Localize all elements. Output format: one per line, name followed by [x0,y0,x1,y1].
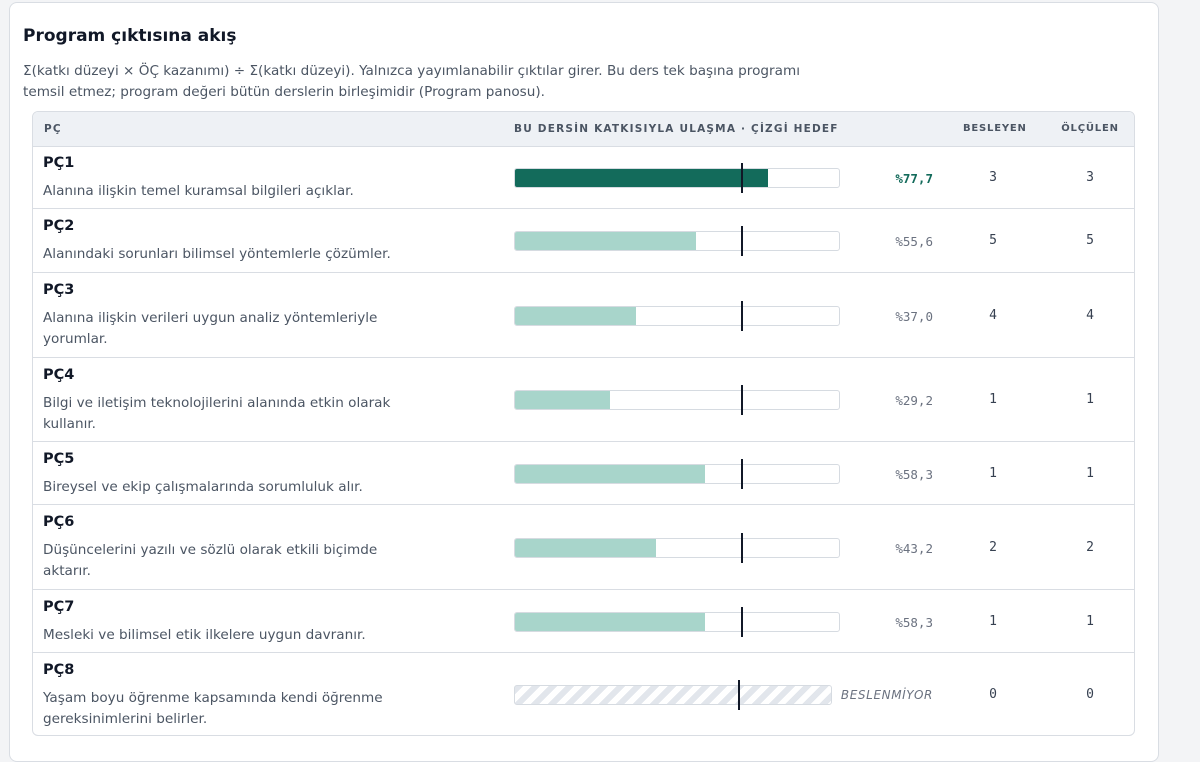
progress-fill [515,613,706,631]
measured-count: 2 [1086,540,1094,555]
pc-code: PÇ1 [43,155,75,171]
pc-description: Alanına ilişkin temel kuramsal bilgileri… [43,183,354,199]
progress-fill [515,391,611,409]
pc-code: PÇ2 [43,218,75,234]
target-line [741,301,744,331]
measured-count: 5 [1086,233,1094,248]
target-line [741,607,744,637]
target-line [741,163,744,193]
measured-count: 3 [1086,170,1094,185]
pc-description: Düşüncelerini yazılı ve sözlü olarak etk… [43,542,378,579]
feeding-count: 1 [989,614,997,629]
percent-label: %58,3 [895,467,933,482]
pc-description: Yaşam boyu öğrenme kapsamında kendi öğre… [43,690,383,727]
pc-code: PÇ8 [43,662,75,678]
percent-label: %58,3 [895,615,933,630]
percent-label: %55,6 [895,234,933,249]
measured-count: 1 [1086,466,1094,481]
measured-count: 1 [1086,392,1094,407]
unfed-label: BESLENMİYOR [840,688,933,702]
pc-description: Alanına ilişkin verileri uygun analiz yö… [43,310,378,347]
header-feeding: BESLEYEN [963,123,1027,134]
target-line [741,533,744,563]
table-row: PÇ5 Bireysel ve ekip çalışmalarında sorum… [33,442,1134,505]
pc-code: PÇ6 [43,514,75,530]
progress-bar [514,464,840,484]
feeding-count: 1 [989,392,997,407]
percent-label: %37,0 [895,309,933,324]
outcome-table: PÇ BU DERSİN KATKISIYLA ULAŞMA · ÇİZGİ H… [32,111,1135,736]
pc-description: Alanındaki sorunları bilimsel yöntemlerl… [43,246,391,262]
header-contribution: BU DERSİN KATKISIYLA ULAŞMA · ÇİZGİ HEDE… [514,123,839,135]
table-row: PÇ1 Alanına ilişkin temel kuramsal bilgil… [33,146,1134,209]
pc-code: PÇ5 [43,451,75,467]
panel-title: Program çıktısına akış [23,26,237,46]
unfed-bar [514,685,832,705]
progress-bar [514,390,840,410]
progress-fill [515,465,706,483]
progress-bar [514,612,840,632]
progress-fill [515,169,769,187]
progress-bar [514,231,840,251]
feeding-count: 0 [989,687,997,702]
progress-fill [515,232,697,250]
percent-label: %29,2 [895,393,933,408]
table-row: PÇ3 Alanına ilişkin verileri uygun analiz… [33,273,1134,358]
pc-description: Bireysel ve ekip çalışmalarında sorumlul… [43,479,363,495]
panel-description: Σ(katkı düzeyi × ÖÇ kazanımı) ÷ Σ(katkı … [23,63,800,100]
header-pc: PÇ [44,123,62,135]
percent-label: %43,2 [895,541,933,556]
pc-code: PÇ4 [43,367,75,383]
feeding-count: 3 [989,170,997,185]
measured-count: 0 [1086,687,1094,702]
table-row: PÇ8 Yaşam boyu öğrenme kapsamında kendi ö… [33,653,1134,735]
progress-fill [515,307,636,325]
table-row: PÇ2 Alanındaki sorunları bilimsel yönteml… [33,209,1134,273]
pc-description: Mesleki ve bilimsel etik ilkelere uygun … [43,627,366,643]
table-header: PÇ BU DERSİN KATKISIYLA ULAŞMA · ÇİZGİ H… [33,112,1134,147]
header-measured: ÖLÇÜLEN [1061,123,1119,134]
progress-bar [514,168,840,188]
feeding-count: 2 [989,540,997,555]
measured-count: 1 [1086,614,1094,629]
target-line [741,385,744,415]
feeding-count: 4 [989,308,997,323]
target-line [741,459,744,489]
measured-count: 4 [1086,308,1094,323]
percent-label: %77,7 [895,171,933,186]
table-row: PÇ7 Mesleki ve bilimsel etik ilkelere uyg… [33,590,1134,653]
feeding-count: 5 [989,233,997,248]
pc-description: Bilgi ve iletişim teknolojilerini alanın… [43,395,391,432]
pc-code: PÇ7 [43,599,75,615]
progress-bar [514,306,840,326]
target-line [741,226,744,256]
table-row: PÇ6 Düşüncelerini yazılı ve sözlü olarak … [33,505,1134,590]
feeding-count: 1 [989,466,997,481]
progress-fill [515,539,656,557]
target-line [738,680,740,710]
pc-code: PÇ3 [43,282,75,298]
table-row: PÇ4 Bilgi ve iletişim teknolojilerini ala… [33,358,1134,442]
progress-bar [514,538,840,558]
